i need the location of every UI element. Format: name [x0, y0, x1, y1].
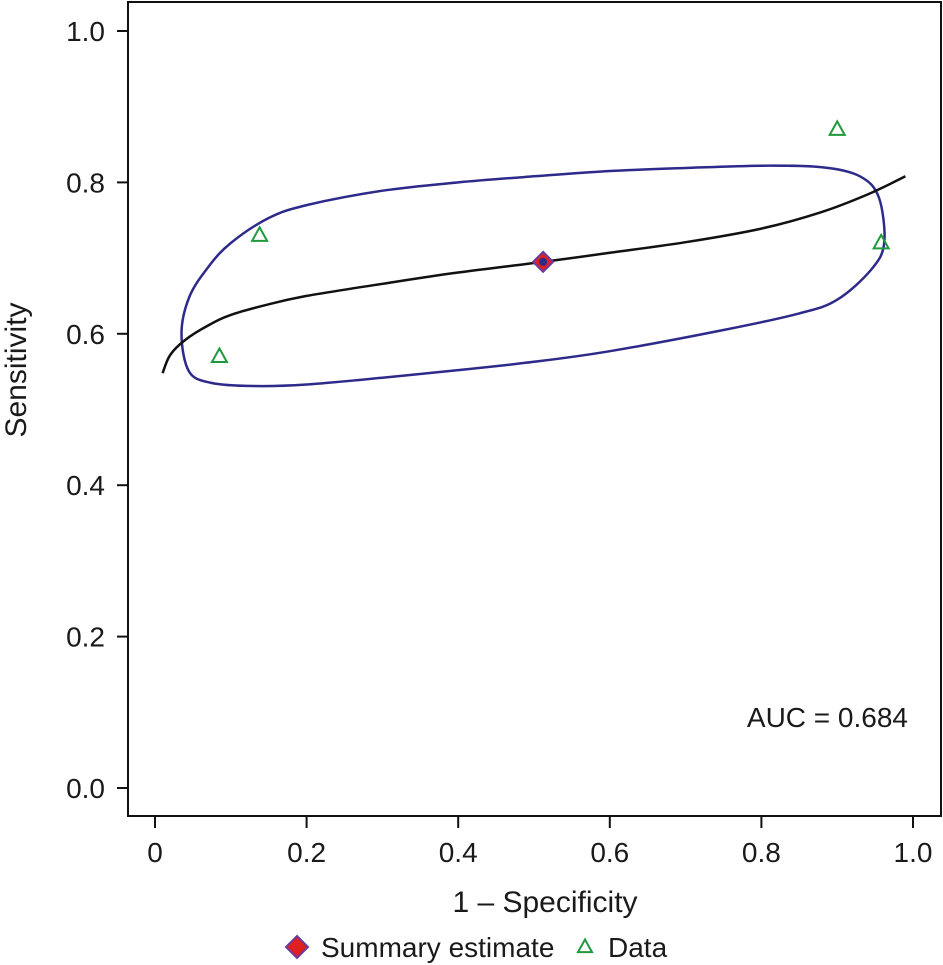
y-tick-label: 1.0 [66, 16, 105, 47]
x-axis-title: 1 – Specificity [452, 886, 637, 919]
y-tick-label: 0.4 [66, 470, 105, 501]
x-tick-label: 0.8 [742, 837, 781, 868]
plot-frame [127, 1, 942, 817]
legend-diamond-marker [284, 934, 310, 960]
data-point [250, 225, 269, 242]
summary-estimate-center [539, 257, 548, 266]
y-axis: 0.0 0.2 0.4 0.6 0.8 1.0 [66, 16, 128, 804]
y-tick-label: 0.2 [66, 622, 105, 653]
data-point [871, 232, 891, 250]
y-axis-title: Sensitivity [0, 302, 33, 437]
legend-triangle-marker [576, 937, 594, 954]
y-tick-label: 0.0 [66, 773, 105, 804]
legend: Summary estimate Data [284, 932, 668, 963]
y-tick-label: 0.6 [66, 319, 105, 350]
y-tick-label: 0.8 [66, 167, 105, 198]
data-points [210, 119, 891, 363]
confidence-region [180, 164, 886, 388]
sroc-curve [161, 175, 906, 374]
x-tick-label: 1.0 [894, 837, 933, 868]
x-tick-label: 0 [147, 837, 163, 868]
x-tick-label: 0.6 [590, 837, 629, 868]
x-tick-label: 0.4 [439, 837, 478, 868]
data-point [210, 346, 229, 363]
x-tick-label: 0.2 [287, 837, 326, 868]
legend-label: Data [608, 932, 668, 963]
data-point [828, 119, 847, 136]
auc-annotation: AUC = 0.684 [747, 702, 908, 733]
legend-label: Summary estimate [321, 932, 554, 963]
x-axis: 0 0.2 0.4 0.6 0.8 1.0 [147, 816, 932, 868]
